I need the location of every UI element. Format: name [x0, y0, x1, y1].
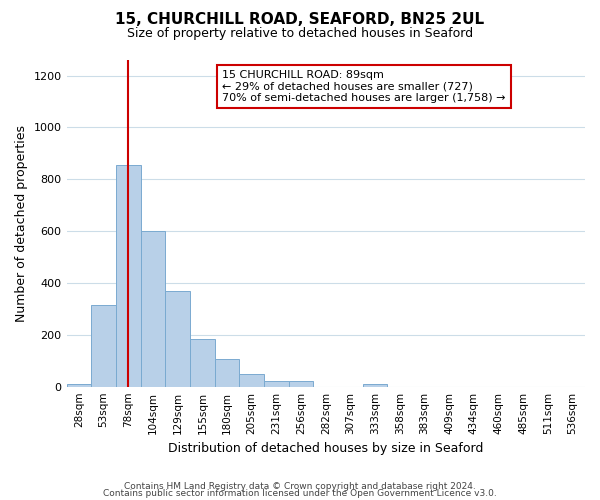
- Text: Size of property relative to detached houses in Seaford: Size of property relative to detached ho…: [127, 28, 473, 40]
- Text: 15 CHURCHILL ROAD: 89sqm
← 29% of detached houses are smaller (727)
70% of semi-: 15 CHURCHILL ROAD: 89sqm ← 29% of detach…: [222, 70, 506, 103]
- Text: 15, CHURCHILL ROAD, SEAFORD, BN25 2UL: 15, CHURCHILL ROAD, SEAFORD, BN25 2UL: [115, 12, 485, 28]
- Bar: [91, 305, 116, 386]
- Text: Contains public sector information licensed under the Open Government Licence v3: Contains public sector information licen…: [103, 490, 497, 498]
- Bar: [264, 381, 289, 386]
- Bar: [190, 338, 215, 386]
- Bar: [67, 384, 91, 386]
- X-axis label: Distribution of detached houses by size in Seaford: Distribution of detached houses by size …: [168, 442, 484, 455]
- Bar: [289, 382, 313, 386]
- Bar: [116, 165, 140, 386]
- Text: Contains HM Land Registry data © Crown copyright and database right 2024.: Contains HM Land Registry data © Crown c…: [124, 482, 476, 491]
- Bar: [239, 374, 264, 386]
- Bar: [165, 291, 190, 386]
- Bar: [140, 231, 165, 386]
- Bar: [215, 360, 239, 386]
- Y-axis label: Number of detached properties: Number of detached properties: [15, 125, 28, 322]
- Bar: [363, 384, 388, 386]
